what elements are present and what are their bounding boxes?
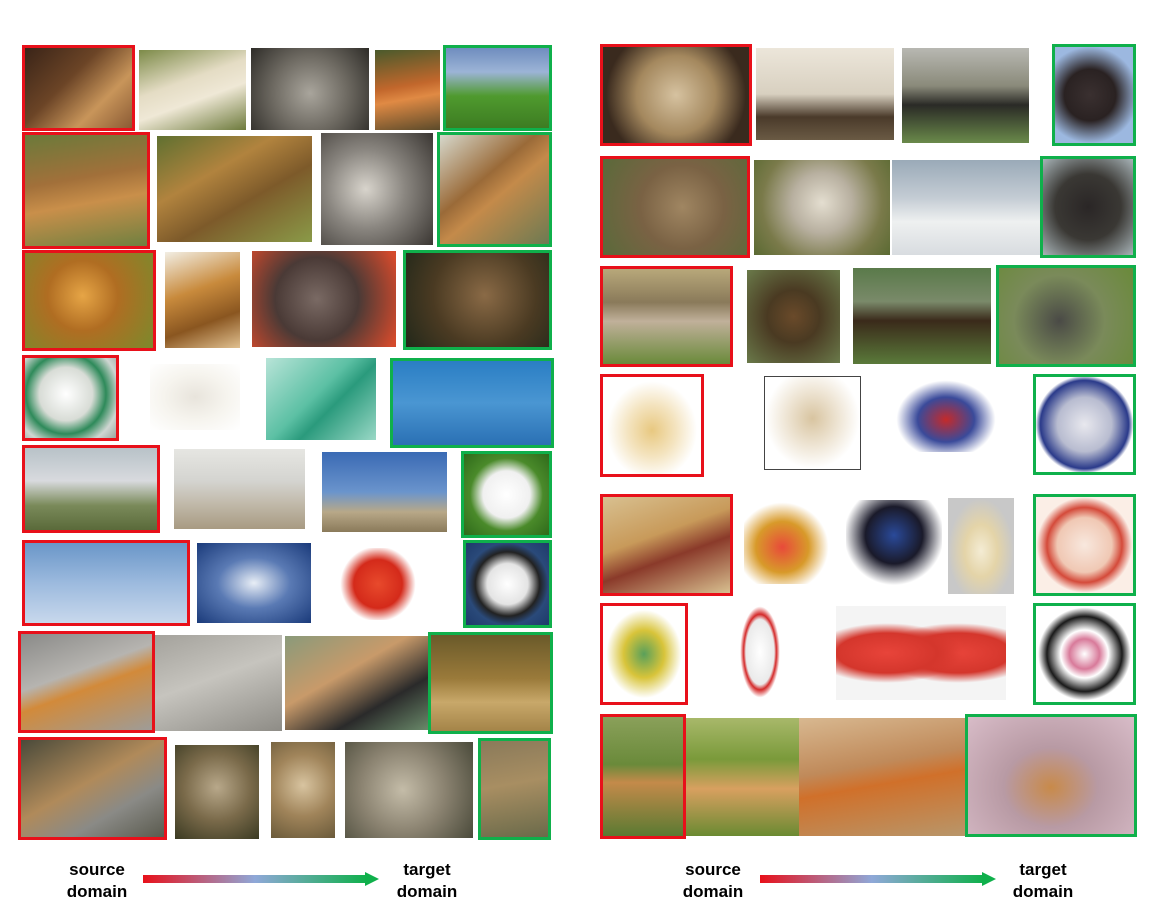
image-airliner-virgin <box>22 540 190 626</box>
image-lion-resting <box>18 737 167 840</box>
image-lynx-1 <box>175 745 259 839</box>
image-skateboard-small <box>600 603 688 705</box>
image-megaphone <box>150 364 240 430</box>
image-sheep-brown <box>600 156 750 258</box>
image-sheep-field <box>600 266 733 367</box>
image-jet-taxiing <box>174 449 305 529</box>
image-skateboard <box>600 494 733 596</box>
image-bear-brown <box>747 270 840 363</box>
gradient-arrow-icon <box>760 872 996 886</box>
image-sled-toy <box>600 374 704 477</box>
image-syringe <box>266 358 376 440</box>
image-airliner-sky <box>390 358 554 448</box>
domain-arrow-right <box>760 872 996 886</box>
image-lion-profile <box>165 252 240 348</box>
image-hare <box>478 738 551 840</box>
image-bowling-pin <box>740 606 780 698</box>
image-lion-lying <box>22 132 150 249</box>
image-lions-pair <box>157 136 312 242</box>
image-game-controller <box>896 380 996 452</box>
image-soccer-ball-green <box>22 355 119 441</box>
image-jet-runway <box>22 445 160 533</box>
image-chimpanzee-2 <box>1040 156 1136 258</box>
image-megaphone-2 <box>764 376 861 470</box>
image-vase <box>948 498 1014 594</box>
image-soccer-ball-white <box>461 451 552 538</box>
image-impala <box>600 714 686 839</box>
image-polar-bears <box>892 160 1040 255</box>
image-chihuahua-walking <box>155 635 282 731</box>
image-wolves-pair <box>321 133 433 245</box>
image-lynx-2 <box>271 742 335 838</box>
image-dogs-sleeping <box>285 636 429 730</box>
image-sheep-white <box>754 160 890 255</box>
source-domain-label-right: source domain <box>682 860 744 901</box>
image-deer <box>686 718 799 836</box>
image-soccer-ball-mitre <box>1033 374 1136 475</box>
image-lynx-3 <box>345 742 473 838</box>
image-deer-pair <box>428 632 553 734</box>
target-domain-label-right: target domain <box>1012 860 1074 901</box>
target-domain-label: target domain <box>396 860 458 901</box>
image-grey-cat <box>252 251 396 347</box>
image-german-shepherd <box>443 45 552 131</box>
image-blimp-white <box>197 543 311 623</box>
image-goodyear-blimp <box>322 452 447 532</box>
image-wolf-portrait <box>403 250 552 350</box>
image-soccer-ball-framed <box>1033 603 1136 705</box>
image-lioness-lying <box>22 45 135 131</box>
image-toy-mouse <box>744 502 829 584</box>
source-domain-label: source domain <box>66 860 128 901</box>
image-bears-pair <box>853 268 991 364</box>
image-soccer-ball-pink <box>1033 494 1136 596</box>
gradient-arrow-icon <box>143 872 379 886</box>
image-steering-wheel <box>846 500 942 588</box>
image-persian-cat <box>251 48 369 130</box>
image-chimpanzee-1 <box>1052 44 1136 146</box>
left-panel: source domain target domain <box>0 0 570 920</box>
image-sheep-pair <box>600 44 752 146</box>
image-puppy <box>902 48 1029 143</box>
image-fox <box>799 718 966 836</box>
image-guitar-picks <box>836 606 1006 700</box>
image-malinois-dog <box>437 132 552 247</box>
image-chimpanzee-3 <box>996 265 1136 367</box>
image-chihuahua-scarf <box>18 631 155 733</box>
domain-arrow <box>143 872 379 886</box>
right-panel: source domain target domain <box>580 0 1155 920</box>
image-red-fox <box>375 50 440 130</box>
image-lion-portrait <box>22 250 156 351</box>
image-boxing-glove <box>338 548 418 620</box>
image-white-lioness <box>139 50 246 130</box>
image-soccer-ball-black <box>463 540 552 628</box>
image-dog-lying <box>965 714 1137 837</box>
image-yak <box>756 48 894 140</box>
